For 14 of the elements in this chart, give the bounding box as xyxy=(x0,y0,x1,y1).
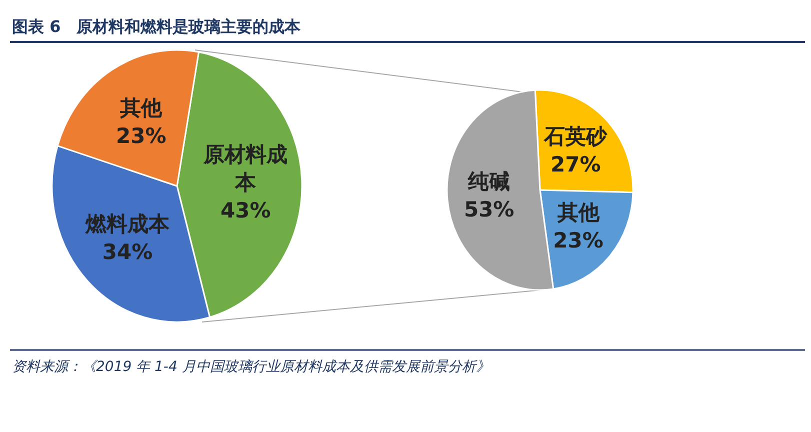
chart-title: 图表 6 原材料和燃料是玻璃主要的成本 xyxy=(12,17,302,36)
data-label: 43% xyxy=(220,198,271,223)
data-label: 23% xyxy=(553,228,604,252)
data-label: 27% xyxy=(550,152,601,177)
data-label: 34% xyxy=(102,240,153,264)
slice-label: 纯碱 xyxy=(467,169,510,194)
slice-label: 其他 xyxy=(119,96,164,120)
slice-label: 原材料成本 xyxy=(202,142,288,195)
slice-label: 燃料成本 xyxy=(84,212,171,236)
data-label: 23% xyxy=(116,124,166,148)
data-label: 53% xyxy=(464,197,514,222)
slice-label: 其他 xyxy=(556,200,600,224)
text: 资料来源：《2019 年 1-4 月中国玻璃行业原材料成本及供需发展前景分析》 xyxy=(12,359,490,375)
slice-label: 石英砂 xyxy=(543,124,608,149)
